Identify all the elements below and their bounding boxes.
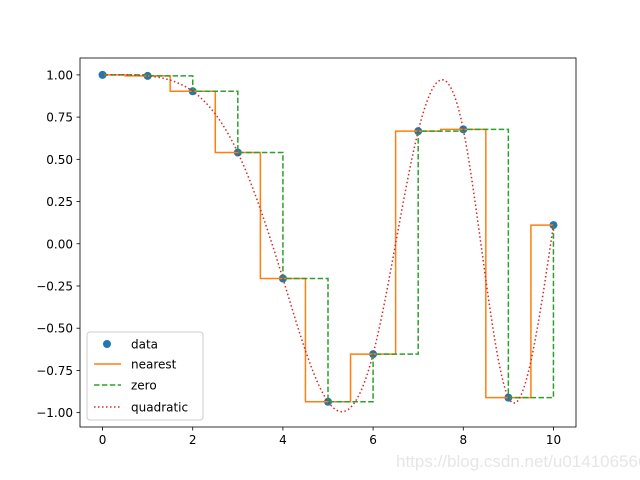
x-tick-label: 2	[189, 433, 197, 447]
y-tick-label: 0.75	[46, 111, 73, 125]
x-tick-label: 0	[99, 433, 107, 447]
x-tick-label: 10	[546, 433, 561, 447]
zero-line	[102, 74, 555, 403]
legend-label-data: data	[131, 338, 158, 352]
y-tick-label: 0.00	[46, 237, 73, 251]
y-tick-label: −1.00	[36, 406, 73, 420]
x-tick-label: 8	[459, 433, 467, 447]
y-tick-label: 1.00	[46, 68, 73, 82]
nearest-line	[102, 74, 554, 403]
x-tick-label: 6	[369, 433, 377, 447]
x-tick-label: 4	[279, 433, 287, 447]
legend-box	[86, 331, 204, 421]
y-tick-label: 0.25	[46, 195, 73, 209]
legend-label-quadratic: quadratic	[131, 401, 188, 415]
y-tick-label: 0.50	[46, 153, 73, 167]
legend-marker-data	[103, 340, 111, 348]
y-tick-label: −0.50	[36, 322, 73, 336]
y-tick-label: −0.25	[36, 279, 73, 293]
axes-frame	[79, 57, 577, 428]
legend-label-nearest: nearest	[131, 358, 177, 372]
legend-label-zero: zero	[131, 379, 157, 393]
quadratic-line	[102, 74, 555, 413]
watermark: https://blog.csdn.net/u014106566	[396, 452, 640, 471]
y-tick-label: −0.75	[36, 364, 73, 378]
